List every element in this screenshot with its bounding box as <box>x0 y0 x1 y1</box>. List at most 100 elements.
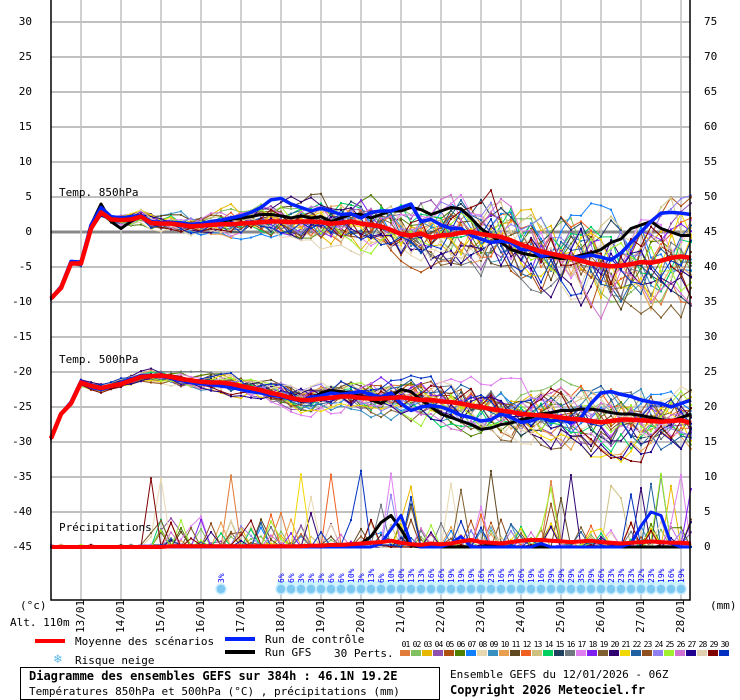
pert-point <box>480 245 482 248</box>
pert-point <box>200 233 202 236</box>
pert-point <box>560 378 562 381</box>
pert-point <box>580 267 582 270</box>
pert-point <box>470 425 472 428</box>
pert-point <box>580 222 582 225</box>
pert-point <box>140 221 142 224</box>
pert-point <box>300 473 302 476</box>
pert-point <box>170 379 172 382</box>
pert-point <box>450 526 452 529</box>
pert-point <box>410 243 412 246</box>
pert-point <box>670 253 672 256</box>
pert-point <box>590 392 592 395</box>
pert-point <box>460 203 462 206</box>
pert-point <box>500 438 502 441</box>
pert-point <box>570 448 572 451</box>
pert-point <box>390 409 392 412</box>
pert-point <box>660 230 662 233</box>
pert-point <box>580 435 582 438</box>
pert-point <box>590 232 592 235</box>
pert-point <box>640 530 642 533</box>
pert-point <box>190 234 192 237</box>
pert-point <box>550 239 552 242</box>
pert-point <box>670 484 672 487</box>
pert-point <box>480 530 482 533</box>
pert-point <box>280 401 282 404</box>
pert-point <box>540 392 542 395</box>
pert-point <box>380 239 382 242</box>
pert-point <box>690 286 692 289</box>
pert-point <box>590 450 592 453</box>
pert-point <box>520 409 522 412</box>
pert-point <box>650 423 652 426</box>
pert-point <box>200 528 202 531</box>
pert-point <box>500 431 502 434</box>
pert-point <box>620 433 622 436</box>
pert-point <box>230 474 232 477</box>
pert-point <box>520 424 522 427</box>
pert-point <box>510 420 512 423</box>
pert-point <box>320 406 322 409</box>
pert-point <box>360 207 362 210</box>
pert-point <box>620 286 622 289</box>
pert-point <box>670 208 672 211</box>
pert-point <box>350 233 352 236</box>
pert-point <box>570 427 572 430</box>
pert-point <box>620 460 622 463</box>
pert-point <box>200 515 202 518</box>
pert-point <box>500 212 502 215</box>
pert-point <box>590 202 592 205</box>
pert-point <box>180 385 182 388</box>
pert-point <box>600 406 602 409</box>
pert-point <box>310 388 312 391</box>
pert-point <box>620 229 622 232</box>
pert-point <box>620 230 622 233</box>
pert-point <box>440 391 442 394</box>
pert-point <box>650 531 652 534</box>
pert-point <box>590 433 592 436</box>
pert-point <box>310 234 312 237</box>
pert-point <box>510 440 512 443</box>
pert-point <box>400 219 402 222</box>
pert-point <box>640 267 642 270</box>
pert-point <box>430 409 432 412</box>
pert-point <box>450 214 452 217</box>
pert-point <box>410 395 412 398</box>
pert-point <box>430 531 432 534</box>
pert-point <box>630 538 632 541</box>
pert-point <box>490 529 492 532</box>
pert-point <box>460 264 462 267</box>
pert-point <box>390 223 392 226</box>
pert-point <box>220 388 222 391</box>
pert-point <box>600 238 602 241</box>
pert-point <box>610 398 612 401</box>
pert-point <box>210 522 212 525</box>
pert-point <box>440 260 442 263</box>
pert-point <box>610 280 612 283</box>
pert-point <box>160 519 162 522</box>
pert-point <box>640 431 642 434</box>
pert-point <box>250 236 252 239</box>
pert-point <box>240 397 242 400</box>
pert-point <box>490 525 492 528</box>
pert-point <box>600 440 602 443</box>
pert-point <box>550 432 552 435</box>
pert-point <box>630 410 632 413</box>
pert-point <box>490 384 492 387</box>
pert-point <box>440 257 442 260</box>
pert-point <box>590 285 592 288</box>
pert-point <box>430 199 432 202</box>
pert-point <box>470 428 472 431</box>
pert-point <box>160 214 162 217</box>
pert-point <box>510 427 512 430</box>
pert-point <box>510 218 512 221</box>
pert-point <box>320 235 322 238</box>
pert-point <box>490 261 492 264</box>
pert-point <box>490 470 492 473</box>
pert-point <box>640 292 642 295</box>
pert-point <box>390 524 392 527</box>
pert-point <box>380 503 382 506</box>
pert-point <box>680 250 682 253</box>
pert-point <box>660 247 662 250</box>
pert-point <box>280 386 282 389</box>
